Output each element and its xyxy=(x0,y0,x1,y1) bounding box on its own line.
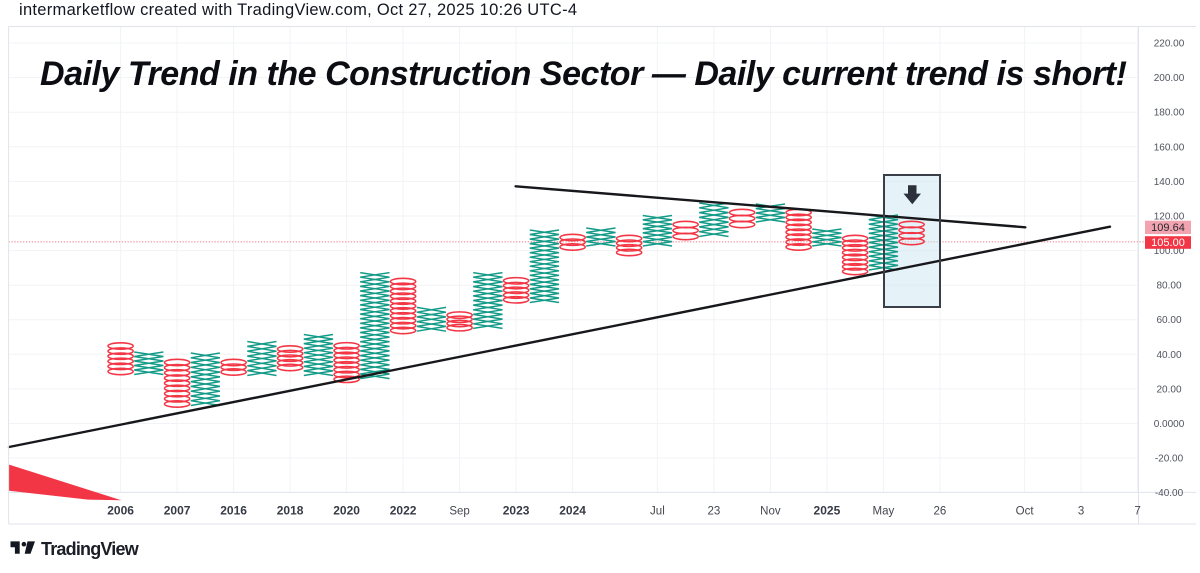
svg-text:60.00: 60.00 xyxy=(1156,315,1181,326)
svg-text:2007: 2007 xyxy=(164,504,191,518)
svg-text:100.00: 100.00 xyxy=(1154,246,1185,257)
svg-text:0.0000: 0.0000 xyxy=(1154,419,1185,430)
svg-text:2024: 2024 xyxy=(559,504,586,518)
svg-text:2023: 2023 xyxy=(503,504,530,518)
svg-text:26: 26 xyxy=(934,506,947,518)
svg-text:200.00: 200.00 xyxy=(1154,73,1185,84)
svg-text:160.00: 160.00 xyxy=(1154,142,1185,153)
svg-text:2022: 2022 xyxy=(390,504,417,518)
svg-text:105.00: 105.00 xyxy=(1151,237,1185,249)
svg-text:-20.00: -20.00 xyxy=(1155,454,1184,465)
svg-text:20.00: 20.00 xyxy=(1156,384,1181,395)
svg-text:3: 3 xyxy=(1078,506,1084,518)
svg-text:May: May xyxy=(873,506,895,518)
svg-text:Jul: Jul xyxy=(650,506,665,518)
svg-text:2018: 2018 xyxy=(277,504,304,518)
svg-text:2006: 2006 xyxy=(107,504,134,518)
svg-text:109.64: 109.64 xyxy=(1151,222,1185,234)
svg-text:40.00: 40.00 xyxy=(1156,350,1181,361)
svg-text:23: 23 xyxy=(708,506,721,518)
svg-text:TradingView: TradingView xyxy=(41,539,140,559)
svg-text:80.00: 80.00 xyxy=(1156,281,1181,292)
svg-text:180.00: 180.00 xyxy=(1154,108,1185,119)
svg-text:220.00: 220.00 xyxy=(1154,39,1185,50)
svg-text:2016: 2016 xyxy=(220,504,247,518)
svg-text:Sep: Sep xyxy=(449,506,469,518)
svg-text:-40.00: -40.00 xyxy=(1155,488,1184,499)
svg-text:140.00: 140.00 xyxy=(1154,177,1185,188)
svg-text:2025: 2025 xyxy=(814,504,841,518)
svg-text:7: 7 xyxy=(1134,506,1140,518)
svg-text:120.00: 120.00 xyxy=(1154,212,1185,223)
svg-text:2020: 2020 xyxy=(333,504,360,518)
svg-text:Oct: Oct xyxy=(1016,506,1035,518)
svg-text:Nov: Nov xyxy=(760,506,781,518)
